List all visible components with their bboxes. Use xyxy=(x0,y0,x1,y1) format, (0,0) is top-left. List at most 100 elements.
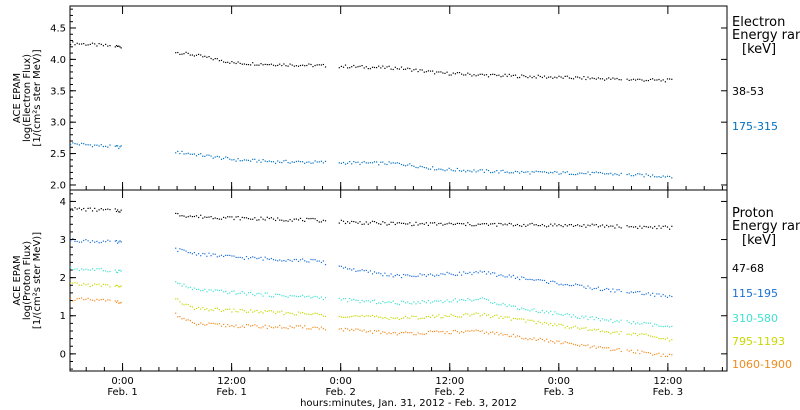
data-point xyxy=(250,257,252,259)
data-point xyxy=(429,168,432,170)
data-point xyxy=(310,63,312,66)
data-point xyxy=(643,351,645,353)
data-point xyxy=(344,64,347,66)
data-point xyxy=(502,302,504,304)
data-point xyxy=(216,323,218,325)
data-point xyxy=(239,326,241,328)
data-point xyxy=(279,161,281,163)
data-point xyxy=(514,74,517,76)
data-point xyxy=(299,325,302,327)
data-point xyxy=(525,321,527,323)
data-point xyxy=(291,64,293,66)
data-point xyxy=(479,315,481,317)
data-point xyxy=(533,279,535,281)
data-point xyxy=(258,219,260,221)
data-point xyxy=(626,78,628,80)
data-point xyxy=(658,352,660,354)
data-point xyxy=(231,290,233,292)
data-point xyxy=(258,159,260,161)
data-point xyxy=(572,326,575,328)
data-point xyxy=(452,314,454,317)
data-point xyxy=(483,298,485,300)
data-point xyxy=(102,298,104,300)
data-point xyxy=(297,325,300,327)
data-point xyxy=(119,146,121,148)
data-point xyxy=(195,324,198,326)
data-point xyxy=(654,353,656,356)
data-point xyxy=(266,310,268,312)
data-point xyxy=(566,284,568,286)
data-point xyxy=(409,163,411,165)
data-point xyxy=(351,299,353,301)
data-point xyxy=(227,61,229,63)
data-point xyxy=(295,160,297,163)
data-point xyxy=(419,317,421,320)
data-point xyxy=(519,318,521,320)
data-point xyxy=(541,171,543,173)
data-point xyxy=(193,252,195,254)
data-point xyxy=(612,174,614,176)
data-point xyxy=(388,332,390,334)
data-point xyxy=(554,311,556,313)
data-point xyxy=(432,166,434,168)
data-point xyxy=(614,349,616,351)
data-point xyxy=(434,169,436,171)
data-point xyxy=(436,330,438,332)
data-point xyxy=(585,226,587,228)
data-point xyxy=(218,60,220,62)
data-point xyxy=(258,292,260,294)
data-point xyxy=(411,70,413,72)
data-point xyxy=(587,171,589,173)
data-point xyxy=(461,73,463,75)
data-point xyxy=(487,170,490,172)
data-point xyxy=(448,74,450,76)
data-point xyxy=(566,75,568,77)
data-point xyxy=(448,222,450,224)
data-point xyxy=(283,160,285,162)
y-tick-label: 4.5 xyxy=(50,23,66,34)
data-point xyxy=(469,73,471,75)
data-point xyxy=(612,349,614,351)
data-point xyxy=(363,301,365,303)
data-point xyxy=(291,326,293,328)
data-point xyxy=(510,319,512,321)
data-point xyxy=(297,311,300,313)
data-point xyxy=(593,287,595,290)
data-point xyxy=(630,349,632,351)
data-point xyxy=(475,224,477,227)
data-point xyxy=(440,273,442,275)
data-point xyxy=(442,273,444,275)
legend-entry: 795-1193 xyxy=(732,335,785,348)
data-point xyxy=(357,270,359,272)
data-point xyxy=(498,317,500,319)
y-label-line: ACE EPAM xyxy=(12,255,23,305)
data-point xyxy=(654,176,656,178)
data-point xyxy=(601,330,604,332)
data-point xyxy=(118,45,120,47)
data-point xyxy=(421,300,423,302)
data-point xyxy=(400,318,403,320)
data-point xyxy=(227,293,229,295)
data-point xyxy=(320,296,322,298)
data-point xyxy=(310,218,312,220)
series-115-195 xyxy=(70,238,673,298)
data-point xyxy=(175,281,177,283)
data-point xyxy=(98,299,100,301)
data-point xyxy=(483,270,485,273)
data-point xyxy=(637,173,639,175)
data-point xyxy=(587,318,589,321)
data-point xyxy=(241,325,243,327)
data-point xyxy=(183,153,185,155)
data-point xyxy=(535,323,537,325)
data-point xyxy=(647,322,649,324)
data-point xyxy=(338,328,340,330)
data-point xyxy=(198,153,200,155)
data-point xyxy=(438,300,440,302)
data-point xyxy=(299,64,302,67)
data-point xyxy=(210,216,212,218)
data-point xyxy=(504,316,506,318)
data-point xyxy=(91,268,94,270)
data-point xyxy=(220,254,223,256)
data-point xyxy=(421,317,423,319)
data-point xyxy=(250,309,252,311)
